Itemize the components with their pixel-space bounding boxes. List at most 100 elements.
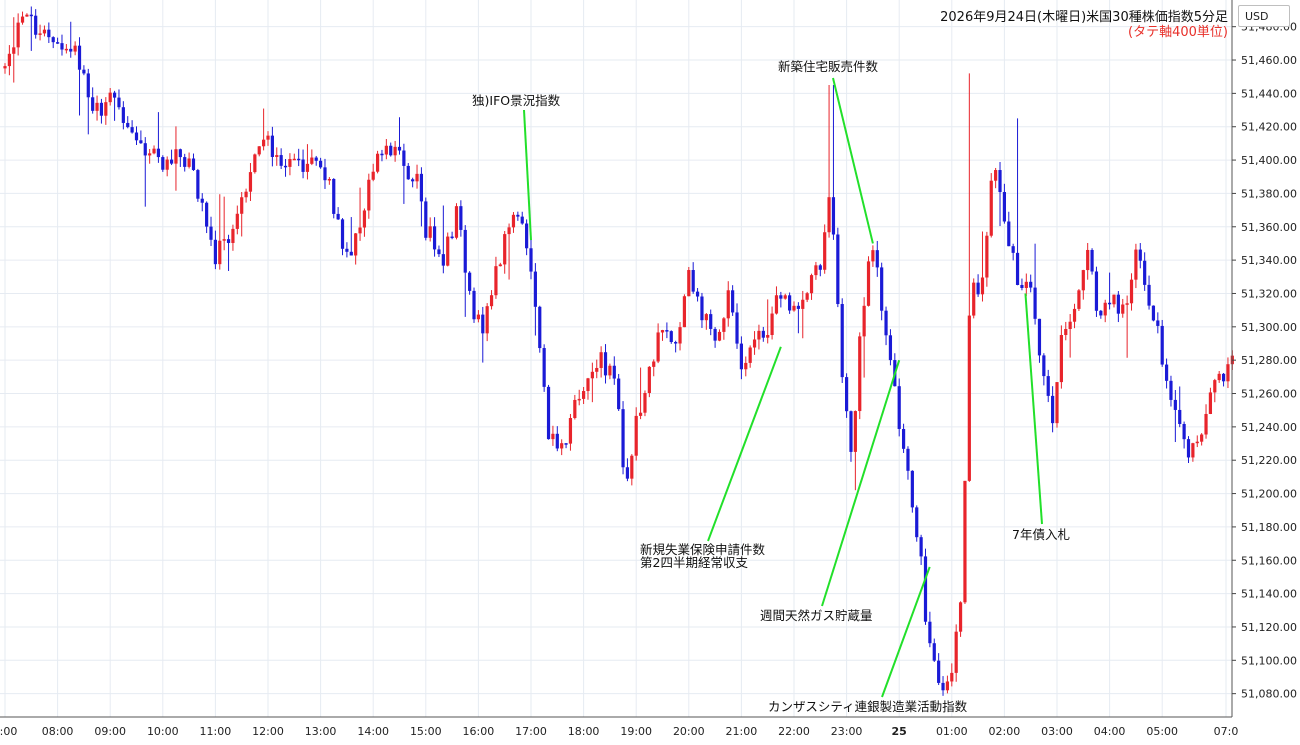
x-tick-label: 08:00: [42, 725, 74, 738]
candle-down: [411, 179, 415, 182]
x-tick-label: 18:00: [568, 725, 600, 738]
y-tick-label: 51,240.00: [1241, 421, 1297, 434]
candle-down: [937, 660, 941, 683]
candle-up: [660, 330, 665, 333]
candle-down: [700, 296, 704, 321]
annotation-natgas-storage: 週間天然ガス貯蔵量: [760, 608, 873, 623]
candle-down: [340, 219, 345, 249]
candle-up: [1134, 249, 1138, 280]
candle-down: [665, 330, 669, 332]
annotation-new-home-sales: 新築住宅販売件数: [778, 59, 879, 74]
x-tick-label: 15:00: [410, 725, 442, 738]
candle-up: [305, 163, 310, 172]
x-tick-label: 7:00: [0, 725, 17, 738]
candle-up: [608, 365, 612, 376]
candle-down: [542, 348, 546, 387]
candle-down: [196, 170, 200, 199]
candle-up: [494, 266, 498, 296]
candle-down: [888, 335, 893, 361]
candle-down: [47, 29, 51, 38]
candle-up: [104, 102, 108, 116]
x-tick-label: 17:00: [515, 725, 547, 738]
candle-up: [1103, 302, 1107, 316]
candle-up: [814, 265, 818, 276]
candle-up: [967, 315, 971, 481]
candle-down: [695, 291, 700, 297]
candle-down: [472, 290, 476, 320]
y-tick-label: 51,120.00: [1241, 621, 1297, 634]
candle-up: [95, 102, 99, 111]
y-tick-label: 51,420.00: [1241, 121, 1297, 134]
candle-up: [866, 261, 871, 306]
candle-down: [849, 411, 853, 452]
annotation-leader-line: [881, 566, 931, 698]
candle-up: [783, 295, 787, 299]
candle-down: [380, 153, 384, 156]
currency-selector[interactable]: USD: [1238, 5, 1290, 27]
candle-up: [853, 411, 857, 452]
candle-up: [704, 314, 708, 321]
candle-down: [51, 37, 55, 43]
candle-up: [577, 398, 581, 401]
y-tick-label: 51,320.00: [1241, 287, 1297, 300]
x-tick-label: 01:00: [936, 725, 968, 738]
candle-up: [1208, 392, 1213, 414]
annotation-ifo: 独)IFO景況指数: [472, 93, 561, 108]
candle-up: [503, 234, 507, 265]
axes: [0, 0, 1233, 718]
candle-down: [1046, 376, 1050, 396]
candle-down: [1164, 364, 1169, 381]
candle-up: [25, 14, 29, 17]
candle-down: [112, 92, 117, 98]
candle-down: [713, 328, 717, 341]
candle-up: [1024, 281, 1028, 288]
candle-up: [266, 135, 270, 140]
candle-up: [1226, 364, 1230, 382]
y-tick-label: 51,140.00: [1241, 588, 1297, 601]
candle-up: [454, 206, 459, 238]
candle-up: [744, 362, 748, 370]
annotation-7yr-auction: 7年債入札: [1012, 527, 1070, 542]
x-tick-label: 02:00: [989, 725, 1021, 738]
candle-down: [880, 267, 884, 311]
candle-up: [12, 47, 16, 54]
candle-up: [1081, 270, 1085, 291]
candle-up: [963, 480, 967, 603]
candle-up: [1121, 304, 1125, 314]
x-tick-label: 20:00: [673, 725, 705, 738]
candle-up: [586, 378, 590, 392]
candle-up: [757, 330, 761, 340]
candle-up: [989, 180, 993, 236]
candle-up: [682, 296, 687, 328]
candle-down: [126, 122, 130, 128]
candle-down: [779, 295, 783, 299]
candle-down: [319, 160, 323, 168]
candle-up: [1217, 373, 1221, 381]
candle-up: [20, 16, 25, 23]
candle-down: [389, 145, 393, 156]
candle-down: [818, 265, 822, 270]
candle-down: [297, 158, 301, 161]
candle-up: [1086, 249, 1090, 271]
candle-down: [402, 150, 406, 166]
candle-down: [134, 132, 139, 141]
candle-down: [564, 443, 568, 445]
annotation-leader-line: [832, 77, 874, 244]
candle-up: [774, 295, 779, 314]
candle-up: [972, 282, 976, 316]
candle-down: [1015, 252, 1020, 285]
candle-up: [1204, 413, 1208, 435]
candle-down: [1037, 318, 1042, 356]
candle-up: [152, 148, 156, 154]
x-tick-label: 05:00: [1146, 725, 1178, 738]
candle-down: [1042, 355, 1046, 377]
candle-down: [533, 271, 537, 307]
candle-up: [235, 213, 239, 229]
candle-down: [441, 254, 445, 266]
candle-down: [336, 213, 340, 220]
x-tick-label: 09:00: [94, 725, 126, 738]
candle-down: [463, 229, 467, 273]
candle-up: [507, 227, 511, 235]
annotation-leader-line: [707, 346, 782, 542]
